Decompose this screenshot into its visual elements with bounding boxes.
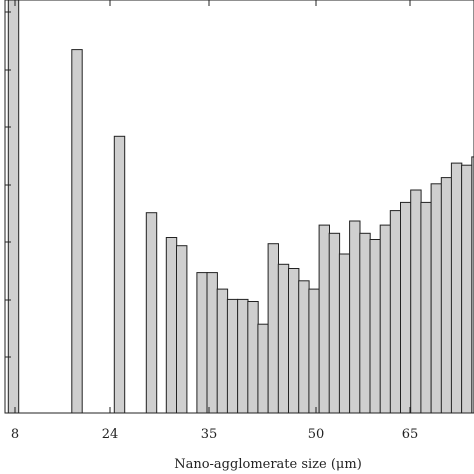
bar [247, 301, 259, 414]
bar [349, 220, 361, 414]
bar [165, 237, 178, 414]
bar [338, 253, 351, 414]
bar [379, 224, 392, 414]
plot-frame [4, 0, 474, 414]
bar [176, 245, 188, 414]
bar [359, 232, 371, 414]
bar [7, 0, 20, 414]
bar [237, 298, 249, 414]
bar [298, 280, 310, 414]
x-tick-label: 65 [402, 427, 419, 442]
x-axis-label: Nano-agglomerate size (μm) [174, 457, 362, 472]
bar [430, 183, 443, 414]
bar [145, 212, 158, 414]
bar [471, 156, 474, 414]
bar [440, 177, 453, 414]
x-tick-label: 50 [308, 427, 325, 442]
bar [216, 288, 229, 414]
bar [257, 323, 269, 414]
bar [328, 232, 341, 414]
x-tick-label: 8 [11, 427, 19, 442]
bar [277, 263, 290, 414]
x-tick-label: 24 [102, 427, 119, 442]
bar [389, 210, 402, 414]
bar [206, 272, 218, 414]
bar [71, 49, 83, 414]
bar [288, 268, 300, 414]
bar [420, 201, 432, 414]
x-tick-label: 35 [201, 427, 218, 442]
bar [318, 224, 331, 414]
bar [461, 164, 473, 414]
x-ticks-group: 8 24 35 50 65 [11, 0, 418, 442]
y-ticks-group [5, 11, 11, 358]
bar [267, 243, 280, 414]
bar [113, 135, 126, 414]
bar [308, 288, 320, 414]
bar [450, 162, 463, 414]
bar [410, 189, 422, 414]
bar [400, 201, 412, 414]
bars-group [7, 0, 474, 414]
bar [369, 239, 381, 414]
bar [196, 272, 208, 414]
bar [226, 298, 239, 414]
